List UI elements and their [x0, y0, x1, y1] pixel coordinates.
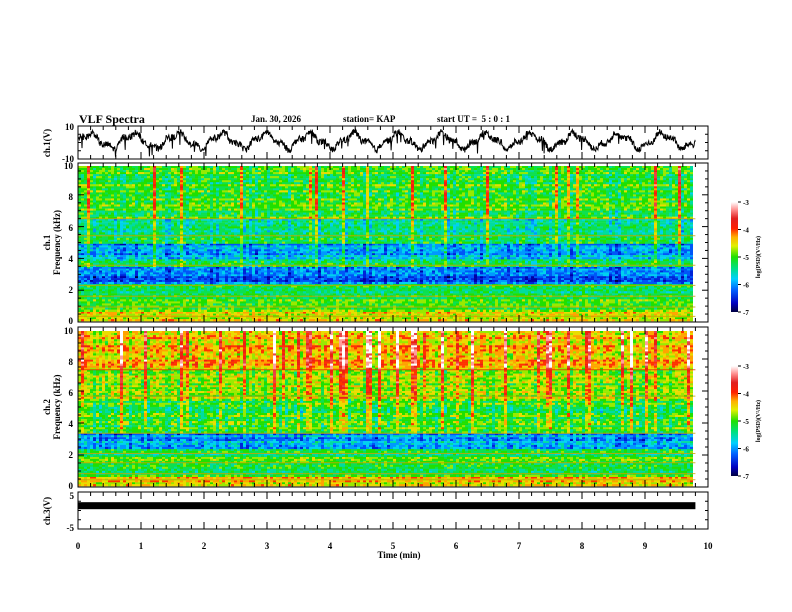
freq-tick-label: 6 — [69, 388, 74, 398]
freq-tick-label: 0 — [69, 316, 74, 326]
freq-tick-label: 6 — [69, 223, 74, 233]
colorbar-tick-label: -4 — [743, 391, 749, 399]
ch2-spectrogram-cells — [78, 331, 696, 487]
freq-tick-label: 8 — [69, 192, 74, 202]
colorbar-tick-label: -7 — [743, 309, 749, 317]
station-label: station= KAP — [343, 114, 395, 124]
colorbar-tick-label: -3 — [743, 363, 749, 371]
chart-title: VLF Spectra — [79, 112, 145, 127]
panel-channel-label: ch.2 — [42, 399, 52, 415]
colorbar-tick-label: -5 — [743, 418, 749, 426]
panel-channel-label: ch.1 — [42, 234, 52, 250]
ch3-ylabel: ch.3(V) — [42, 497, 52, 525]
x-tick-label: 4 — [328, 541, 333, 551]
x-tick-label: 6 — [454, 541, 459, 551]
start-time-label: start UT = 5 : 0 : 1 — [437, 114, 510, 124]
colorbar-tick-label: -3 — [743, 199, 749, 207]
freq-tick-label: 2 — [69, 285, 74, 295]
x-tick-label: 0 — [76, 541, 81, 551]
colorbar — [731, 366, 738, 476]
x-tick-label: 10 — [704, 541, 714, 551]
x-tick-label: 8 — [580, 541, 585, 551]
x-tick-label: 1 — [139, 541, 144, 551]
x-tick-label: 9 — [643, 541, 648, 551]
colorbar-tick-label: -6 — [743, 282, 749, 290]
x-axis-label: Time (min) — [377, 550, 420, 560]
ch1-ytick-label: 10 — [65, 122, 75, 132]
freq-tick-label: 0 — [69, 481, 74, 491]
colorbar-tick-label: -7 — [743, 473, 749, 481]
ch3-ytick-label: 5 — [70, 491, 75, 501]
freq-tick-label: 4 — [69, 254, 74, 264]
ch1-ytick-label: -10 — [62, 154, 74, 164]
colorbar-tick-label: -6 — [743, 446, 749, 454]
ch1-waveform-line — [77, 127, 696, 157]
x-tick-label: 5 — [391, 541, 396, 551]
colorbar-tick-label: -4 — [743, 227, 749, 235]
colorbar — [731, 202, 738, 312]
date-label: Jan. 30, 2026 — [251, 114, 301, 124]
colorbar-label: log(PSD)(V²/Hz) — [755, 400, 762, 442]
ch1-ylabel: ch.1(V) — [42, 129, 52, 157]
freq-axis-label: Frequency (kHz) — [52, 210, 62, 275]
freq-tick-label: 8 — [69, 357, 74, 367]
colorbar-tick-label: -5 — [743, 254, 749, 262]
x-tick-label: 7 — [517, 541, 522, 551]
freq-tick-label: 10 — [64, 326, 74, 336]
freq-tick-label: 2 — [69, 450, 74, 460]
ch1-spectrogram-cells — [78, 166, 696, 322]
freq-tick-label: 4 — [69, 419, 74, 429]
x-tick-label: 2 — [202, 541, 207, 551]
ch3-ytick-label: -5 — [67, 523, 75, 533]
freq-tick-label: 10 — [64, 161, 74, 171]
colorbar-label: log(PSD)(V²/Hz) — [755, 236, 762, 278]
freq-axis-label: Frequency (kHz) — [52, 374, 62, 439]
x-tick-label: 3 — [265, 541, 270, 551]
ch3-waveform-band — [78, 502, 696, 510]
